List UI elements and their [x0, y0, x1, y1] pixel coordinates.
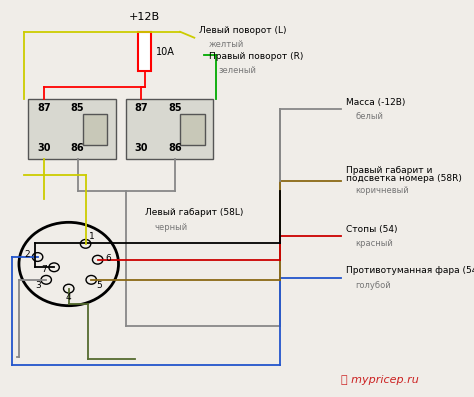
Bar — [83, 114, 107, 145]
Text: Противотуманная фара (54G): Противотуманная фара (54G) — [346, 266, 474, 275]
Text: 10A: 10A — [156, 46, 175, 57]
Bar — [126, 99, 213, 159]
Text: 85: 85 — [168, 103, 182, 113]
Text: 5: 5 — [96, 281, 102, 290]
Text: 87: 87 — [135, 103, 148, 113]
Bar — [138, 32, 151, 71]
Text: 3: 3 — [36, 281, 41, 290]
Text: 2: 2 — [25, 250, 30, 259]
Text: черный: черный — [154, 223, 187, 232]
Text: желтый: желтый — [209, 40, 244, 49]
Text: 6: 6 — [105, 254, 111, 263]
Text: 30: 30 — [135, 143, 148, 153]
Text: Левый поворот (L): Левый поворот (L) — [199, 26, 287, 35]
Text: 1: 1 — [89, 232, 94, 241]
Text: Правый габарит и: Правый габарит и — [346, 166, 432, 175]
Text: +12В: +12В — [129, 12, 160, 22]
Text: красный: красный — [356, 239, 393, 248]
Bar — [180, 114, 205, 145]
Text: 85: 85 — [71, 103, 84, 113]
Text: Стопы (54): Стопы (54) — [346, 225, 398, 233]
Text: ⎗ mypricep.ru: ⎗ mypricep.ru — [341, 375, 419, 385]
Text: голубой: голубой — [356, 281, 391, 289]
Text: Масса (-12В): Масса (-12В) — [346, 98, 405, 106]
Text: белый: белый — [356, 112, 383, 121]
Bar — [28, 99, 116, 159]
Text: 7: 7 — [41, 265, 47, 274]
Text: Правый поворот (R): Правый поворот (R) — [209, 52, 303, 61]
Text: 86: 86 — [168, 143, 182, 153]
Text: 87: 87 — [37, 103, 51, 113]
Text: подсветка номера (58R): подсветка номера (58R) — [346, 174, 462, 183]
Text: 4: 4 — [66, 293, 72, 302]
Text: коричневый: коричневый — [356, 186, 409, 195]
Text: 86: 86 — [71, 143, 84, 153]
Text: зеленый: зеленый — [218, 66, 256, 75]
Text: 30: 30 — [37, 143, 51, 153]
Text: Левый габарит (58L): Левый габарит (58L) — [145, 208, 243, 217]
